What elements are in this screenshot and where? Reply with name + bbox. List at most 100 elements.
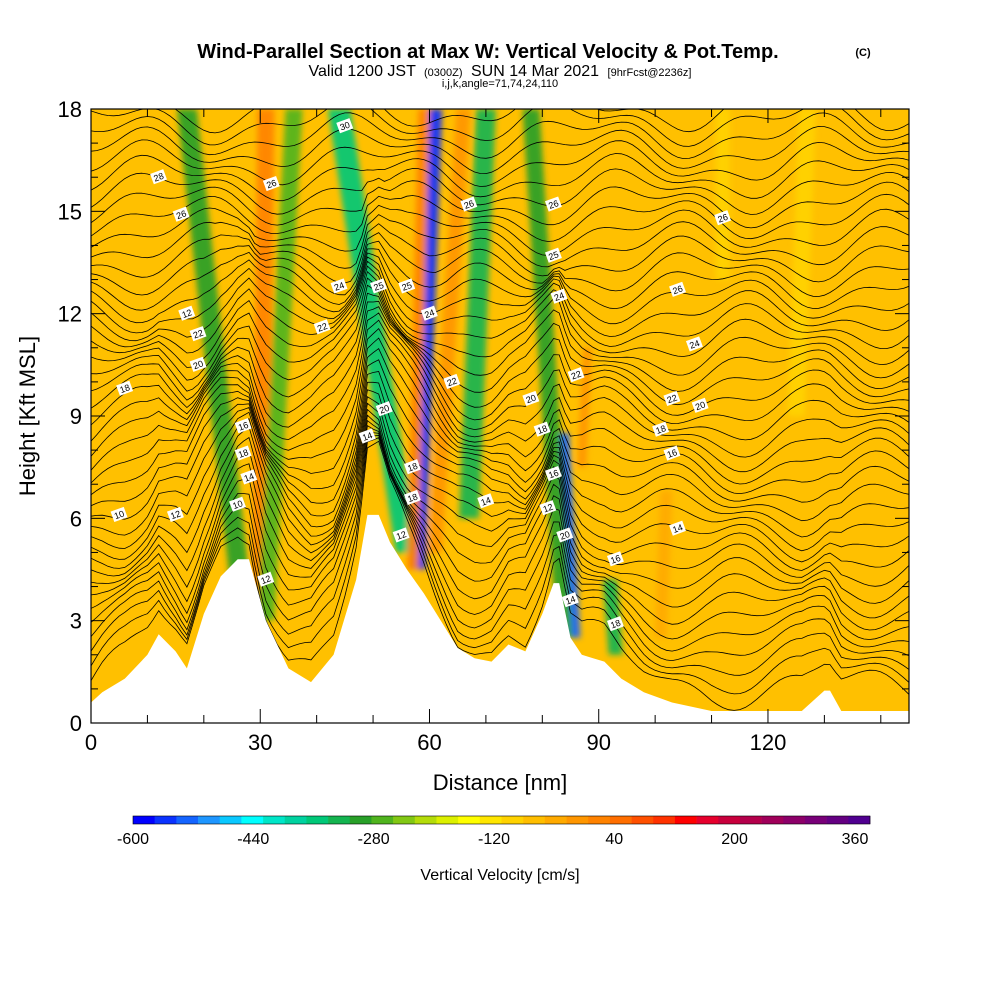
x-tick-label: 120 [750, 730, 787, 755]
contour-label-text: 18 [118, 382, 131, 395]
y-tick-label: 0 [70, 711, 82, 736]
theta-contour-2 [91, 434, 909, 676]
theta-contour-36 [91, 180, 909, 229]
colorbar-tick-label: -280 [358, 831, 390, 848]
chart-title: Wind-Parallel Section at Max W: Vertical… [197, 41, 778, 63]
contour-label-4: 20 [189, 356, 207, 372]
contour-label-box [539, 500, 557, 516]
contour-label-text: 16 [666, 447, 679, 460]
y-tick-label: 12 [58, 302, 82, 327]
theta-contour-3 [91, 430, 909, 662]
contour-label-text: 22 [316, 321, 329, 334]
colorbar-swatch-12 [393, 816, 416, 824]
colorbar-swatch-6 [263, 816, 286, 824]
contour-label-7: 12 [166, 506, 184, 522]
colorbar-swatch-29 [761, 816, 784, 824]
contour-label-text: 12 [395, 529, 408, 542]
contour-label-box [663, 445, 681, 461]
theta-contours [91, 109, 909, 711]
x-tick-label: 30 [248, 730, 272, 755]
theta-contour-30 [91, 240, 909, 311]
colorbar-swatch-13 [414, 816, 437, 824]
velocity-band-14 [715, 109, 730, 280]
theta-contour-40 [91, 125, 909, 175]
colorbar-swatch-20 [566, 816, 589, 824]
contour-label-14: 30 [336, 118, 354, 134]
colorbar-label: Vertical Velocity [cm/s] [420, 867, 579, 884]
contour-label-15: 24 [330, 278, 348, 294]
contour-label-box [189, 356, 207, 372]
contour-label-text: 24 [423, 307, 436, 320]
contour-label-1: 26 [172, 206, 190, 222]
contour-label-text: 26 [463, 198, 476, 211]
theta-contour-38 [91, 153, 909, 202]
theta-contour-10 [91, 389, 909, 571]
theta-contour-17 [91, 319, 909, 485]
theta-contour-24 [91, 270, 909, 392]
theta-contour-25 [91, 265, 909, 379]
contour-label-35: 20 [556, 527, 574, 543]
contour-label-44: 20 [691, 397, 709, 413]
contour-label-box [166, 506, 184, 522]
contour-label-box [669, 520, 686, 536]
velocity-band-2 [257, 109, 303, 621]
contour-label-36: 14 [561, 592, 579, 608]
contour-label-box [556, 527, 574, 543]
contour-label-text: 16 [609, 553, 622, 566]
colorbar-swatch-31 [804, 816, 827, 824]
colorbar-swatch-4 [219, 816, 242, 824]
y-tick-label: 3 [70, 609, 82, 634]
theta-contour-13 [91, 359, 909, 538]
theta-contour-33 [91, 214, 909, 269]
contour-label-text: 18 [406, 491, 419, 504]
plot-area: 28 26 12 22 20 18 10 12 16 18 14 10 12 26 30 24 22 25 25 24… [91, 109, 909, 723]
velocity-band-11 [602, 579, 623, 655]
contour-label-text: 22 [666, 392, 679, 405]
contour-label-box [550, 288, 568, 304]
colorbar-swatch-16 [479, 816, 502, 824]
contour-label-26: 14 [477, 493, 495, 509]
y-tick-label: 15 [58, 199, 82, 224]
contour-label-3: 22 [189, 326, 207, 342]
contour-label-box [229, 496, 246, 512]
contour-label-20: 22 [443, 373, 461, 389]
colorbar-swatch-30 [783, 816, 806, 824]
contour-label-box [116, 380, 134, 396]
contour-label-text: 22 [570, 369, 583, 382]
contour-label-box [652, 421, 670, 437]
contour-label-box [685, 336, 703, 352]
contour-label-box [330, 278, 348, 294]
theta-contour-4 [91, 425, 909, 652]
contour-label-box [477, 493, 495, 509]
contour-label-text: 18 [536, 423, 549, 436]
contour-label-text: 18 [406, 461, 419, 474]
contour-label-text: 24 [333, 280, 346, 293]
contour-label-text: 14 [243, 471, 256, 484]
colorbar-swatch-18 [523, 816, 546, 824]
theta-contour-41 [91, 112, 909, 160]
contour-label-38: 18 [606, 616, 624, 632]
contour-label-39: 16 [606, 551, 624, 567]
valid-utc: (0300Z) [424, 67, 463, 79]
contour-label-box [544, 247, 562, 263]
colorbar-tick-label: -440 [237, 831, 269, 848]
contour-label-box [533, 421, 551, 437]
x-tick-label: 60 [417, 730, 441, 755]
contour-label-text: 12 [169, 508, 182, 521]
contour-label-box [150, 169, 167, 185]
contour-label-box [234, 418, 252, 434]
contour-label-text: 14 [564, 594, 577, 607]
contour-label-box [375, 401, 393, 417]
theta-contour-9 [91, 396, 909, 587]
velocity-band-7 [459, 109, 496, 519]
theta-contour-28 [91, 252, 909, 337]
contour-label-box [606, 616, 624, 632]
valid-prefix: Valid 1200 JST [309, 63, 417, 80]
theta-contour-12 [91, 371, 909, 552]
contour-label-text: 18 [654, 423, 667, 436]
contour-label-40: 26 [714, 210, 732, 226]
theta-contour-21 [91, 292, 909, 425]
contour-label-11: 10 [229, 496, 246, 512]
contour-label-text: 14 [361, 430, 374, 443]
